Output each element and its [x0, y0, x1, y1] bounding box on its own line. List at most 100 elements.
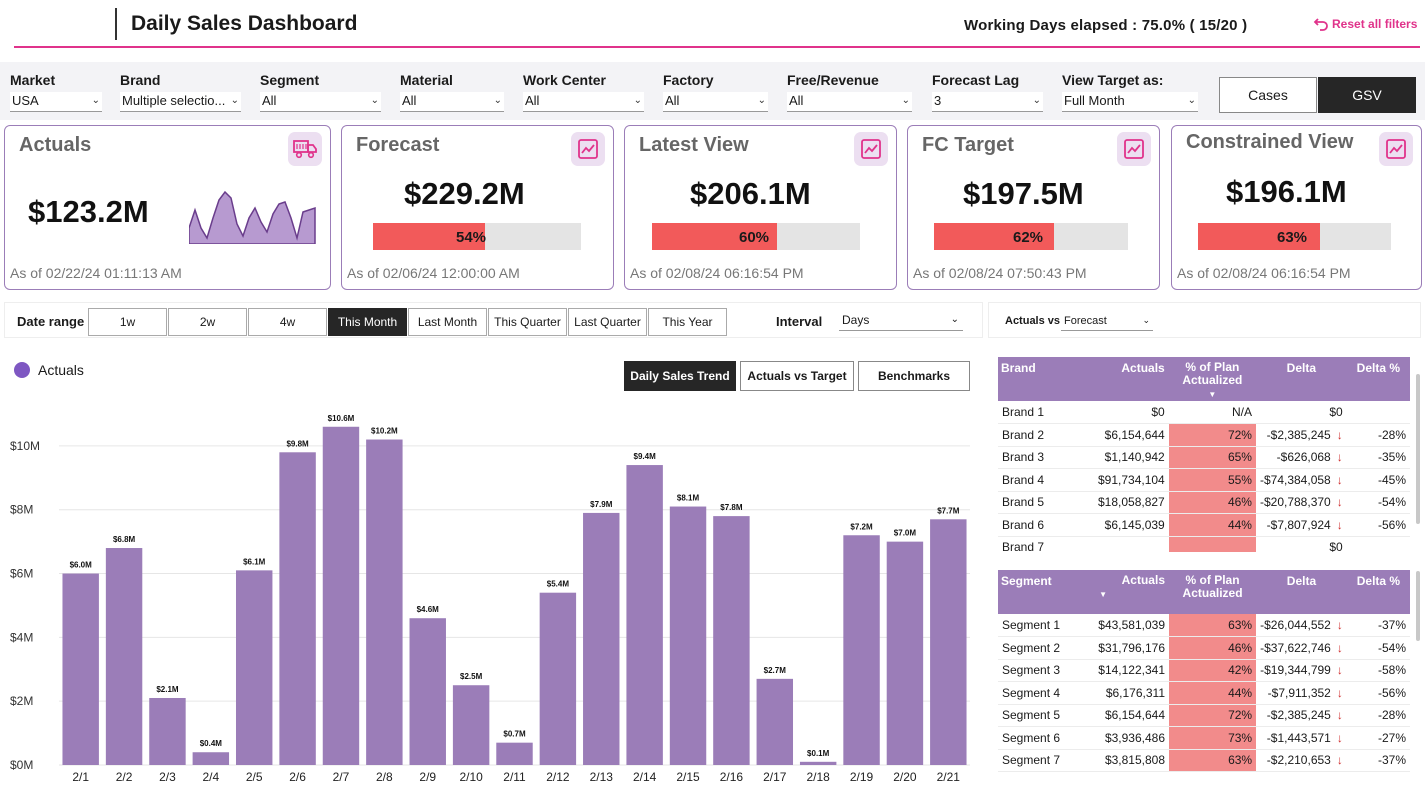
bar-2/1[interactable] [62, 573, 99, 765]
view-target-dropdown[interactable]: Full Month ⌄ [1062, 92, 1198, 112]
date-4w-button[interactable]: 4w [248, 308, 327, 336]
plan-actualized-col-header[interactable]: % of Plan Actualized ▼ [1168, 357, 1256, 401]
table-row[interactable]: Brand 3 $1,140,942 65% -$626,068 ↓ -35% [998, 446, 1410, 469]
bar-2/17[interactable] [756, 678, 794, 765]
bar-2/15[interactable] [669, 506, 707, 765]
bar-data-label: $9.8M [286, 439, 309, 448]
table-row[interactable]: Segment 6 $3,936,486 73% -$1,443,571 ↓ -27% [998, 726, 1410, 750]
segment-col-header[interactable]: Segment [998, 570, 1094, 614]
benchmarks-button[interactable]: Benchmarks [858, 361, 970, 391]
bar-2/19[interactable] [843, 535, 880, 765]
forecast-lag-dropdown[interactable]: 3 ⌄ [932, 92, 1043, 112]
date-2w-button[interactable]: 2w [168, 308, 247, 336]
filter-work-center: Work Center All ⌄ [523, 72, 644, 112]
brand-dropdown[interactable]: Multiple selectio... ⌄ [120, 92, 241, 112]
gsv-toggle-button[interactable]: GSV [1318, 77, 1416, 113]
actuals-col-header[interactable]: Actuals ▼ [1093, 570, 1169, 614]
interval-dropdown[interactable]: Days ⌄ [839, 311, 963, 331]
table-row[interactable]: Segment 4 $6,176,311 44% -$7,911,352 ↓ -56% [998, 681, 1410, 705]
market-dropdown[interactable]: USA ⌄ [10, 92, 102, 112]
arrow-down-icon: ↓ [1336, 753, 1343, 768]
work-center-dropdown[interactable]: All ⌄ [523, 92, 644, 112]
view-target-value: Full Month [1064, 93, 1125, 108]
brand-table-scrollbar[interactable] [1416, 374, 1420, 524]
bar-2/3[interactable] [149, 697, 186, 765]
x-tick-label: 2/12 [546, 770, 570, 784]
table-row[interactable]: Brand 5 $18,058,827 46% -$20,788,370 ↓ -54% [998, 491, 1410, 514]
table-row[interactable]: Brand 7 $0 [998, 536, 1410, 552]
chevron-down-icon: ⌄ [1142, 315, 1150, 325]
delta-col-header[interactable]: Delta [1255, 357, 1347, 401]
table-row[interactable]: Segment 7 $3,815,808 63% -$2,210,653 ↓ -37% [998, 749, 1410, 772]
reset-filters-button[interactable]: Reset all filters [1313, 16, 1417, 32]
bar-data-label: $9.4M [634, 452, 657, 461]
bar-2/18[interactable] [799, 761, 837, 765]
row-delta: -$2,385,245 ↓ [1255, 423, 1347, 447]
brand-table: Brand Actuals % of Plan Actualized ▼ Delt… [998, 357, 1410, 552]
segment-dropdown[interactable]: All ⌄ [260, 92, 381, 112]
delta-col-header[interactable]: Delta [1256, 570, 1347, 614]
y-tick-label: $10M [10, 439, 40, 453]
bar-2/13[interactable] [583, 512, 620, 765]
bar-2/9[interactable] [409, 618, 446, 765]
delta-pct-col-header[interactable]: Delta % [1346, 357, 1410, 401]
row-plan-actualized: 46% [1168, 491, 1256, 514]
actuals-col-header[interactable]: Actuals [1092, 357, 1169, 401]
date-last-quarter-button[interactable]: Last Quarter [568, 308, 647, 336]
date-this-year-button[interactable]: This Year [648, 308, 727, 336]
table-row[interactable]: Brand 2 $6,154,644 72% -$2,385,245 ↓ -28% [998, 423, 1410, 447]
chevron-down-icon: ⌄ [633, 95, 642, 106]
actuals-vs-dropdown[interactable]: Forecast ⌄ [1061, 313, 1153, 331]
factory-dropdown[interactable]: All ⌄ [663, 92, 768, 112]
bar-2/14[interactable] [626, 465, 663, 765]
table-row[interactable]: Brand 1 $0 N/A $0 [998, 401, 1410, 424]
row-actuals: $3,936,486 [1093, 726, 1169, 750]
table-row[interactable]: Segment 1 $43,581,039 63% -$26,044,552 ↓ -37% [998, 614, 1410, 637]
bar-2/8[interactable] [366, 439, 403, 765]
line-chart-icon [854, 132, 888, 166]
bar-2/5[interactable] [235, 570, 273, 765]
delta-pct-col-header[interactable]: Delta % [1346, 570, 1410, 614]
bar-2/6[interactable] [279, 452, 316, 765]
row-delta: -$20,788,370 ↓ [1255, 491, 1347, 514]
table-row[interactable]: Segment 5 $6,154,644 72% -$2,385,245 ↓ -28% [998, 704, 1410, 727]
row-delta: -$7,911,352 ↓ [1256, 681, 1347, 705]
row-plan-actualized: N/A [1168, 401, 1256, 424]
row-actuals: $14,122,341 [1093, 659, 1169, 682]
bar-2/4[interactable] [192, 752, 230, 765]
bar-2/20[interactable] [886, 541, 924, 765]
bar-2/2[interactable] [105, 548, 143, 765]
plan-actualized-col-header[interactable]: % of Plan Actualized [1169, 570, 1257, 614]
bar-2/12[interactable] [539, 592, 577, 765]
daily-sales-trend-button[interactable]: Daily Sales Trend [624, 361, 736, 391]
actuals-sparkline [189, 190, 316, 244]
cases-toggle-button[interactable]: Cases [1219, 77, 1317, 113]
date-this-quarter-button[interactable]: This Quarter [488, 308, 567, 336]
table-row[interactable]: Brand 4 $91,734,104 55% -$74,384,058 ↓ -45% [998, 468, 1410, 492]
free-revenue-dropdown[interactable]: All ⌄ [787, 92, 912, 112]
bar-2/10[interactable] [452, 685, 490, 765]
actuals-vs-target-button[interactable]: Actuals vs Target [740, 361, 854, 391]
legend-swatch [14, 362, 30, 378]
bar-2/7[interactable] [322, 426, 360, 765]
row-name: Segment 6 [998, 726, 1094, 750]
table-row[interactable]: Brand 6 $6,145,039 44% -$7,807,924 ↓ -56% [998, 513, 1410, 537]
bar-2/16[interactable] [713, 516, 750, 765]
kpi-constrained-progress: 63% [1198, 223, 1391, 250]
x-tick-label: 2/17 [763, 770, 787, 784]
material-dropdown[interactable]: All ⌄ [400, 92, 504, 112]
segment-table-scrollbar[interactable] [1416, 571, 1420, 641]
bar-2/21[interactable] [930, 519, 967, 765]
date-this-month-button[interactable]: This Month [328, 308, 407, 336]
table-row[interactable]: Segment 2 $31,796,176 46% -$37,622,746 ↓ -54% [998, 636, 1410, 660]
row-delta: -$626,068 ↓ [1255, 446, 1347, 469]
date-last-month-button[interactable]: Last Month [408, 308, 487, 336]
kpi-card-actuals: Actuals $123.2M As of 02/22/24 01:11:13 … [4, 125, 331, 290]
table-row[interactable]: Segment 3 $14,122,341 42% -$19,344,799 ↓ -58% [998, 659, 1410, 682]
brand-col-header[interactable]: Brand [998, 357, 1093, 401]
sort-desc-icon: ▼ [1099, 590, 1107, 599]
row-actuals: $6,176,311 [1093, 681, 1169, 705]
date-1w-button[interactable]: 1w [88, 308, 167, 336]
bar-2/11[interactable] [496, 742, 533, 765]
arrow-down-icon: ↓ [1336, 517, 1343, 532]
